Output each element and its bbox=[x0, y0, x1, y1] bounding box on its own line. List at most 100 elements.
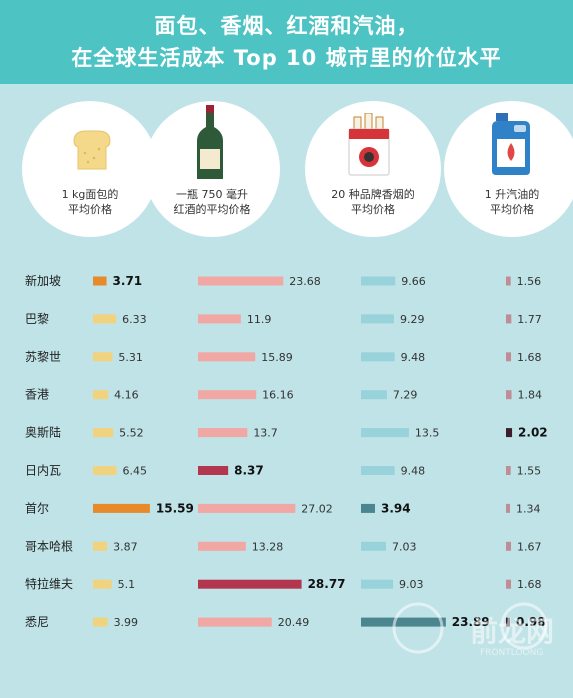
cig-bar bbox=[361, 352, 395, 362]
bread-bar bbox=[93, 352, 113, 362]
bread-bar bbox=[93, 579, 112, 589]
title-line-2: 在全球生活成本 Top 10 城市里的价位水平 bbox=[71, 46, 502, 70]
cig-value-label: 23.89 bbox=[452, 615, 490, 629]
wine-value-label: 15.89 bbox=[261, 351, 293, 364]
fuel-bar bbox=[506, 503, 511, 513]
bread-bar bbox=[93, 276, 107, 286]
city-label: 日内瓦 bbox=[25, 464, 61, 478]
city-label: 香港 bbox=[25, 388, 49, 402]
cig-bar bbox=[361, 503, 375, 513]
title-line-1: 面包、香烟、红酒和汽油， bbox=[154, 14, 419, 38]
bread-icon bbox=[73, 130, 111, 170]
cig-value-label: 9.48 bbox=[401, 351, 426, 364]
fuel-bar bbox=[506, 352, 512, 362]
wine-bar bbox=[198, 352, 256, 362]
wine-bar bbox=[198, 314, 241, 324]
cig-value-label: 9.48 bbox=[401, 465, 426, 478]
cig-value-label: 9.29 bbox=[400, 313, 425, 326]
bread-column-label: 1 kg面包的 平均价格 bbox=[61, 188, 119, 216]
wine-value-label: 16.16 bbox=[262, 389, 294, 402]
title-banner: 面包、香烟、红酒和汽油， 在全球生活成本 Top 10 城市里的价位水平 bbox=[0, 0, 573, 84]
wine-value-label: 23.68 bbox=[289, 275, 321, 288]
bread-value-label: 4.16 bbox=[114, 389, 138, 402]
watermark-subtext: FRONTLOONG bbox=[480, 648, 544, 658]
cig-bar bbox=[361, 579, 394, 589]
wine-value-label: 8.37 bbox=[234, 464, 264, 478]
wine-value-label: 13.7 bbox=[253, 427, 278, 440]
wine-column-label: 一瓶 750 毫升 红酒的平均价格 bbox=[173, 188, 251, 216]
cigarette-pack-icon bbox=[348, 113, 390, 176]
fuel-bar bbox=[506, 428, 513, 438]
wine-bar bbox=[198, 541, 246, 551]
wine-value-label: 27.02 bbox=[301, 502, 333, 515]
wine-bottle-icon bbox=[197, 105, 223, 179]
bread-value-label: 3.87 bbox=[113, 540, 138, 553]
city-label: 特拉维夫 bbox=[25, 576, 73, 591]
fuel-bar bbox=[506, 466, 511, 475]
watermark-text: 前龙网 bbox=[470, 615, 555, 648]
bread-value-label: 5.52 bbox=[119, 427, 144, 440]
cigarette-column-header: 20 种品牌香烟的 平均价格 bbox=[305, 101, 441, 237]
bread-value-label: 6.33 bbox=[122, 313, 146, 326]
city-label: 巴黎 bbox=[25, 312, 49, 326]
cig-bar bbox=[361, 617, 446, 627]
wine-value-label: 13.28 bbox=[252, 540, 283, 553]
bread-column-header: 1 kg面包的 平均价格 bbox=[22, 101, 158, 237]
wine-bar bbox=[198, 579, 302, 589]
bread-value-label: 5.31 bbox=[118, 351, 143, 364]
fuel-value-label: 1.55 bbox=[517, 465, 542, 478]
wine-value-label: 11.9 bbox=[247, 313, 272, 326]
fuel-column-header: 1 升汽油的 平均价格 bbox=[444, 101, 573, 237]
cig-value-label: 7.03 bbox=[392, 540, 417, 553]
wine-bar bbox=[198, 503, 296, 513]
bread-value-label: 15.59 bbox=[156, 501, 194, 515]
fuel-can-icon bbox=[492, 113, 530, 175]
fuel-value-label: 1.56 bbox=[517, 275, 542, 288]
wine-value-label: 20.49 bbox=[278, 616, 310, 629]
bread-value-label: 3.71 bbox=[113, 274, 143, 288]
wine-bar bbox=[198, 276, 284, 286]
cigarette-column-label: 20 种品牌香烟的 平均价格 bbox=[331, 188, 415, 216]
cig-value-label: 9.66 bbox=[401, 275, 426, 288]
bread-bar bbox=[93, 390, 109, 400]
wine-bar bbox=[198, 466, 229, 475]
cig-bar bbox=[361, 314, 394, 324]
city-label: 苏黎世 bbox=[25, 350, 61, 364]
cig-bar bbox=[361, 466, 395, 475]
bread-value-label: 3.99 bbox=[114, 616, 139, 629]
bread-bar bbox=[93, 541, 108, 551]
fuel-value-label: 1.34 bbox=[516, 502, 541, 515]
bread-bar bbox=[93, 466, 117, 475]
bread-bar bbox=[93, 314, 117, 324]
city-label: 新加坡 bbox=[25, 273, 61, 288]
fuel-bar bbox=[506, 617, 510, 627]
fuel-column-label: 1 升汽油的 平均价格 bbox=[484, 188, 540, 216]
wine-value-label: 28.77 bbox=[308, 577, 346, 591]
fuel-bar bbox=[506, 314, 512, 324]
fuel-bar bbox=[506, 579, 512, 589]
fuel-value-label: 2.02 bbox=[518, 426, 548, 440]
wine-bar bbox=[198, 617, 272, 627]
fuel-value-label: 1.68 bbox=[517, 578, 542, 591]
cig-bar bbox=[361, 276, 396, 286]
fuel-value-label: 0.98 bbox=[516, 615, 546, 629]
fuel-value-label: 1.68 bbox=[517, 351, 542, 364]
city-label: 奥斯陆 bbox=[25, 425, 61, 440]
wine-bar bbox=[198, 390, 257, 400]
wine-bar bbox=[198, 428, 248, 438]
city-label: 首尔 bbox=[25, 500, 49, 515]
city-label: 哥本哈根 bbox=[25, 539, 73, 553]
fuel-bar bbox=[506, 276, 511, 286]
fuel-bar bbox=[506, 541, 512, 551]
cig-value-label: 13.5 bbox=[415, 427, 440, 440]
bread-value-label: 6.45 bbox=[123, 465, 148, 478]
fuel-value-label: 1.67 bbox=[517, 540, 542, 553]
cig-value-label: 9.03 bbox=[399, 578, 424, 591]
city-label: 悉尼 bbox=[25, 615, 49, 629]
cig-bar bbox=[361, 428, 409, 438]
bread-bar bbox=[93, 428, 114, 438]
fuel-bar bbox=[506, 390, 512, 400]
cig-bar bbox=[361, 390, 387, 400]
bread-bar bbox=[93, 617, 108, 627]
cig-bar bbox=[361, 541, 386, 551]
